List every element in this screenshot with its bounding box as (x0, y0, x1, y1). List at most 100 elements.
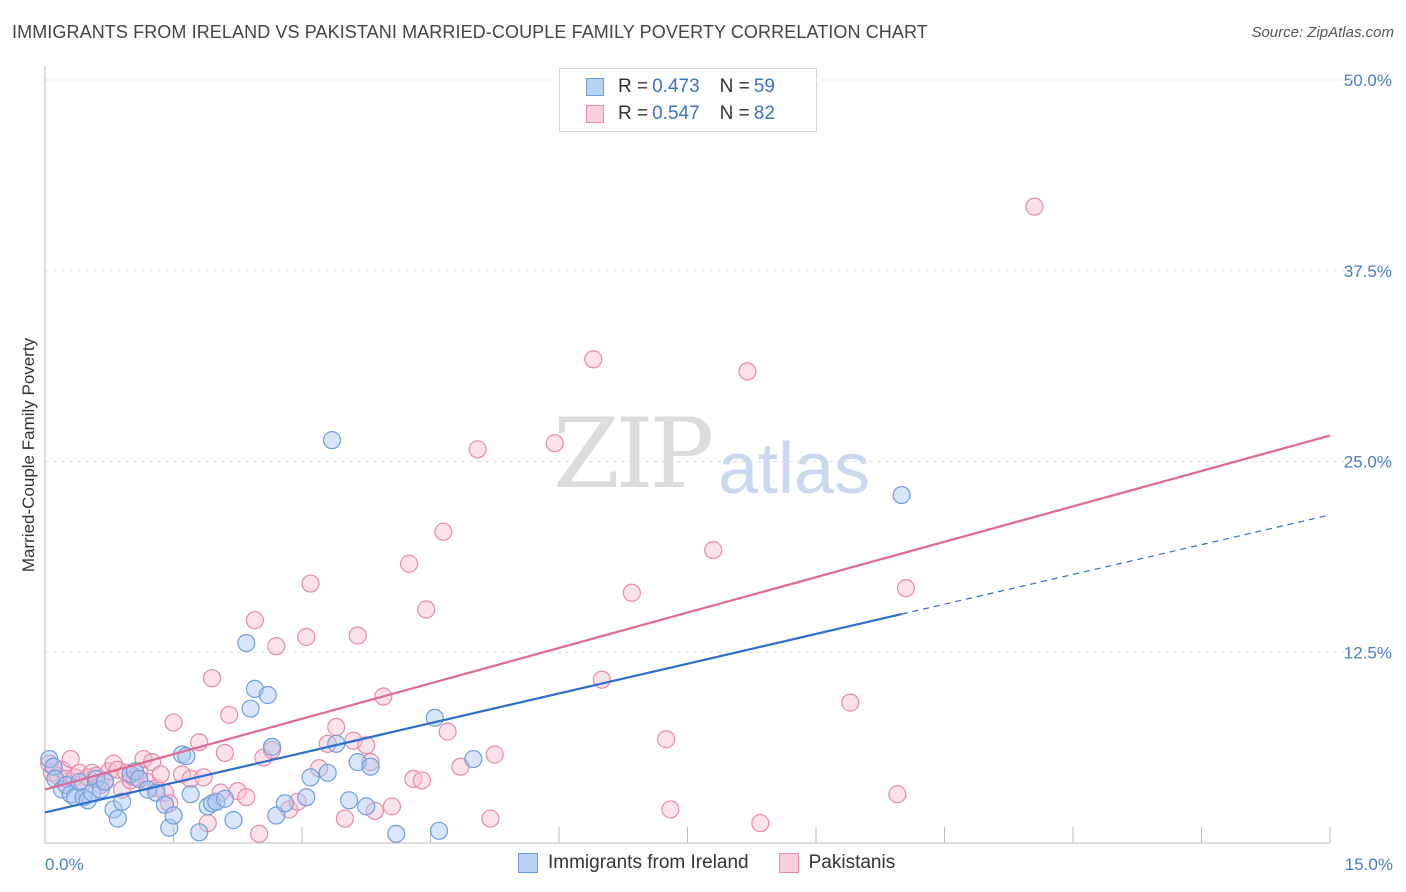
ireland-point (241, 699, 260, 718)
pakistani-point (738, 362, 757, 381)
pakistani-point (70, 763, 89, 782)
legend-n-label: N = (719, 76, 750, 97)
legend-n-value-ireland: 59 (753, 76, 775, 97)
ireland-trendline-extension (901, 514, 1331, 615)
chart-title: IMMIGRANTS FROM IRELAND VS PAKISTANI MAR… (12, 22, 928, 42)
pakistani-point (481, 809, 500, 828)
y-tick-label: 12.5% (1344, 643, 1392, 662)
legend-n-label: N = (719, 103, 750, 124)
pakistani-point (220, 705, 239, 724)
pakistani-point (237, 788, 256, 807)
ireland-point (301, 768, 320, 787)
pakistani-point (327, 717, 346, 737)
series-legend: Immigrants from Ireland Pakistanis (518, 852, 925, 874)
ireland-point (215, 789, 234, 808)
y-tick-label: 25.0% (1344, 453, 1392, 472)
pakistani-point (888, 785, 907, 804)
pakistani-point (545, 434, 564, 453)
pakistani-trendline (44, 434, 1331, 791)
pakistani-point (297, 627, 316, 647)
ireland-point (297, 788, 316, 807)
legend-row-pakistanis: R = 0.547 N = 82 (586, 102, 775, 126)
pakistani-point (357, 736, 376, 755)
y-axis-label: Married-Couple Family Poverty (19, 337, 38, 572)
ireland-point (464, 749, 483, 769)
pakistani-point (622, 583, 641, 602)
pakistani-point (267, 637, 286, 656)
ireland-point (429, 821, 449, 840)
legend-n-value-pakistanis: 82 (753, 103, 775, 124)
pakistani-point (202, 669, 222, 688)
pakistani-point (434, 522, 453, 541)
pakistani-point (438, 722, 457, 741)
legend-label-pakistanis: Pakistanis (808, 852, 896, 873)
pakistani-point (365, 801, 384, 821)
pakistani-point (301, 574, 320, 593)
ireland-point (112, 792, 132, 811)
x-tick-label-min: 0.0% (45, 855, 84, 874)
pakistani-point (382, 797, 402, 816)
pakistani-point (245, 611, 264, 630)
stats-legend: R = 0.473 N = 59 R = 0.547 N = 82 (559, 68, 817, 132)
legend-item-ireland[interactable]: Immigrants from Ireland (518, 852, 749, 874)
pakistani-point (412, 771, 432, 790)
pakistani-point (399, 554, 419, 573)
ireland-point (322, 431, 342, 450)
legend-swatch-pakistanis (586, 105, 604, 123)
pakistani-point (417, 600, 436, 619)
ireland-point (262, 737, 282, 756)
pakistani-point (485, 745, 504, 764)
ireland-point (361, 757, 380, 776)
pakistani-point (164, 713, 183, 732)
ireland-point (340, 791, 359, 810)
ireland-point (190, 823, 209, 842)
ireland-point (95, 772, 115, 792)
ireland-point (357, 797, 376, 816)
pakistani-point (151, 765, 170, 784)
legend-r-value-pakistanis: 0.547 (652, 103, 700, 124)
legend-swatch-ireland (586, 78, 604, 96)
x-tick-label-max: 15.0% (1345, 855, 1393, 874)
ireland-point (318, 763, 337, 782)
legend-swatch-pakistanis (778, 853, 799, 873)
pakistani-point (348, 626, 367, 645)
pakistani-point (361, 753, 380, 772)
ireland-point (275, 794, 294, 813)
pakistani-point (896, 579, 916, 598)
ireland-point (237, 633, 256, 653)
legend-r-label: R = (618, 76, 649, 97)
ireland-point (108, 809, 127, 828)
pakistani-point (704, 540, 723, 560)
source-label: Source: ZipAtlas.com (1251, 24, 1394, 41)
ireland-point (258, 685, 277, 705)
legend-item-pakistanis[interactable]: Pakistanis (778, 852, 896, 874)
legend-swatch-ireland (518, 853, 538, 873)
legend-row-ireland: R = 0.473 N = 59 (586, 75, 775, 99)
pakistani-point (751, 814, 770, 833)
ireland-point (387, 824, 406, 843)
pakistani-point (250, 824, 269, 843)
pakistani-point (61, 749, 80, 769)
ireland-point (892, 485, 911, 505)
pakistani-point (661, 800, 680, 819)
pakistani-point (584, 350, 603, 369)
legend-r-value-ireland: 0.473 (652, 76, 700, 97)
pakistani-point (841, 693, 860, 712)
pakistani-point (1025, 197, 1044, 216)
watermark-zip: ZIP (553, 398, 714, 510)
y-tick-label: 37.5% (1344, 262, 1392, 281)
pakistani-point (656, 730, 676, 749)
y-tick-label: 50.0% (1344, 71, 1392, 90)
ireland-point (224, 811, 243, 830)
legend-r-label: R = (618, 103, 649, 124)
pakistani-point (468, 440, 487, 459)
ireland-trendline (44, 613, 902, 814)
ireland-point (181, 785, 200, 804)
watermark-atlas: atlas (718, 429, 871, 509)
pakistani-point (335, 809, 354, 828)
pakistani-point (172, 765, 192, 784)
ireland-point (164, 806, 183, 825)
legend-label-ireland: Immigrants from Ireland (548, 852, 749, 873)
pakistani-point (215, 743, 234, 763)
